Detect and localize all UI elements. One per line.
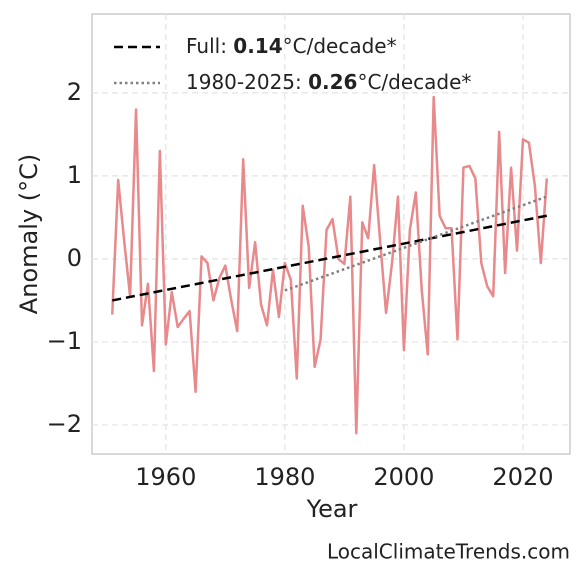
legend-unit: °C/decade* bbox=[357, 70, 471, 94]
x-tick-label: 2000 bbox=[373, 463, 434, 491]
legend-entry: 1980-2025: 0.26°C/decade* bbox=[186, 70, 471, 94]
anomaly-line bbox=[110, 95, 549, 435]
legend-rate: 0.26 bbox=[308, 70, 357, 94]
x-tick-label: 2020 bbox=[492, 463, 553, 491]
legend-entry: Full: 0.14°C/decade* bbox=[186, 34, 397, 58]
trend-line bbox=[284, 195, 548, 292]
y-tick-label: 1 bbox=[67, 161, 82, 189]
x-axis-label: Year bbox=[306, 495, 358, 523]
y-tick-label: 0 bbox=[67, 244, 82, 272]
legend-unit: °C/decade* bbox=[283, 34, 397, 58]
trend-line bbox=[112, 214, 548, 302]
y-tick-label: 2 bbox=[67, 78, 82, 106]
x-tick-label: 1960 bbox=[135, 463, 196, 491]
legend-rate: 0.14 bbox=[233, 34, 282, 58]
x-tick-label: 1980 bbox=[254, 463, 315, 491]
y-tick-label: −1 bbox=[47, 327, 82, 355]
legend-label: 1980-2025: bbox=[186, 70, 308, 94]
watermark: LocalClimateTrends.com bbox=[327, 540, 570, 564]
y-tick-label: −2 bbox=[47, 410, 82, 438]
plot-frame bbox=[91, 13, 571, 455]
legend-label: Full: bbox=[186, 34, 233, 58]
y-axis-label: Anomaly (°C) bbox=[15, 154, 43, 314]
